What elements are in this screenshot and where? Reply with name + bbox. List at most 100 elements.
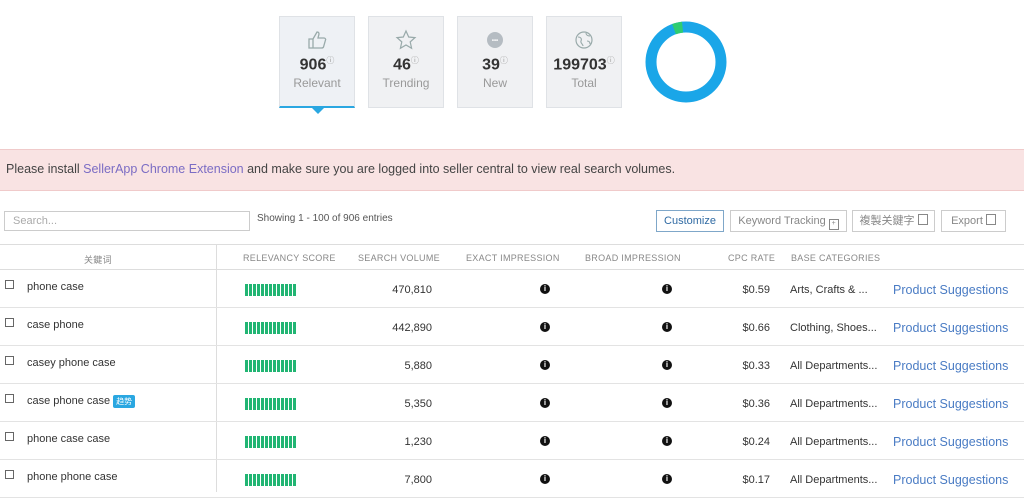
row-checkbox[interactable] xyxy=(5,318,14,327)
relevancy-score-bar xyxy=(245,360,297,372)
relevancy-bar-segment xyxy=(269,436,272,448)
table-row: phone phone case 7,800 i i $0.17 All Dep… xyxy=(0,460,1024,498)
base-category-value: All Departments... xyxy=(790,398,878,410)
row-checkbox[interactable] xyxy=(5,356,14,365)
row-checkbox[interactable] xyxy=(5,394,14,403)
relevancy-bar-segment xyxy=(245,474,248,486)
relevancy-bar-segment xyxy=(293,398,296,410)
broad-impression-info-icon[interactable]: i xyxy=(662,322,672,332)
cpc-rate-value: $0.24 xyxy=(742,436,770,448)
relevancy-bar-segment xyxy=(281,322,284,334)
exact-impression-info-icon[interactable]: i xyxy=(540,322,550,332)
thumbs-up-icon xyxy=(280,29,354,51)
exact-impression-info-icon[interactable]: i xyxy=(540,398,550,408)
table-row: casey phone case 5,880 i i $0.33 All Dep… xyxy=(0,346,1024,384)
relevancy-bar-segment xyxy=(285,360,288,372)
base-category-value: All Departments... xyxy=(790,474,878,486)
row-checkbox[interactable] xyxy=(5,280,14,289)
star-icon xyxy=(369,29,443,51)
cpc-rate-value: $0.17 xyxy=(742,474,770,486)
relevancy-bar-segment xyxy=(245,322,248,334)
keyword-label: casey phone case xyxy=(27,357,116,369)
exact-impression-info-icon[interactable]: i xyxy=(540,284,550,294)
stat-card-total[interactable]: 199703ⓘ Total xyxy=(546,16,622,108)
file-icon xyxy=(985,214,996,225)
export-button[interactable]: Export xyxy=(941,210,1006,232)
col-relevancy[interactable]: RELEVANCY SCORE xyxy=(243,253,336,263)
relevancy-bar-segment xyxy=(261,436,264,448)
product-suggestions-link[interactable]: Product Suggestions xyxy=(893,359,1009,373)
relevancy-bar-segment xyxy=(269,474,272,486)
relevancy-bar-segment xyxy=(265,436,268,448)
donut-accent-segment xyxy=(672,21,684,35)
exact-impression-info-icon[interactable]: i xyxy=(540,360,550,370)
col-broad-impression[interactable]: BROAD IMPRESSION xyxy=(585,253,681,263)
relevancy-bar-segment xyxy=(269,284,272,296)
col-search-volume[interactable]: SEARCH VOLUME xyxy=(358,253,440,263)
keyword-text: phone phone case xyxy=(27,471,118,483)
table-row: phone case 470,810 i i $0.59 Arts, Craft… xyxy=(0,270,1024,308)
stat-card-trending[interactable]: 46ⓘ Trending xyxy=(368,16,444,108)
relevancy-bar-segment xyxy=(289,360,292,372)
relevancy-bar-segment xyxy=(249,398,252,410)
exact-impression-info-icon[interactable]: i xyxy=(540,436,550,446)
relevancy-bar-segment xyxy=(277,436,280,448)
col-exact-impression[interactable]: EXACT IMPRESSION xyxy=(466,253,560,263)
keyword-label: phone case xyxy=(27,281,84,293)
product-suggestions-link[interactable]: Product Suggestions xyxy=(893,283,1009,297)
broad-impression-info-icon[interactable]: i xyxy=(662,360,672,370)
relevancy-bar-segment xyxy=(265,322,268,334)
relevancy-score-bar xyxy=(245,322,297,334)
relevancy-bar-segment xyxy=(289,322,292,334)
stat-label: Trending xyxy=(382,76,430,91)
relevancy-score-bar xyxy=(245,284,297,296)
base-category-value: All Departments... xyxy=(790,360,878,372)
broad-impression-info-icon[interactable]: i xyxy=(662,436,672,446)
relevancy-bar-segment xyxy=(249,474,252,486)
col-base-categories[interactable]: BASE CATEGORIES xyxy=(791,253,881,263)
row-checkbox[interactable] xyxy=(5,470,14,479)
exact-impression-info-icon[interactable]: i xyxy=(540,474,550,484)
relevancy-bar-segment xyxy=(261,360,264,372)
globe-icon xyxy=(547,29,621,51)
relevancy-bar-segment xyxy=(293,436,296,448)
copy-keywords-button[interactable]: 複製关鍵字 xyxy=(852,210,935,232)
relevancy-bar-segment xyxy=(261,474,264,486)
relevancy-bar-segment xyxy=(265,474,268,486)
relevancy-bar-segment xyxy=(269,398,272,410)
relevancy-bar-segment xyxy=(253,284,256,296)
customize-button[interactable]: Customize xyxy=(656,210,724,232)
stat-value: 906ⓘ xyxy=(299,56,335,74)
keyword-donut-chart xyxy=(645,21,727,103)
broad-impression-info-icon[interactable]: i xyxy=(662,474,672,484)
stat-card-relevant[interactable]: 906ⓘ Relevant xyxy=(279,16,355,108)
entries-info: Showing 1 - 100 of 906 entries xyxy=(257,213,393,224)
broad-impression-info-icon[interactable]: i xyxy=(662,284,672,294)
product-suggestions-link[interactable]: Product Suggestions xyxy=(893,397,1009,411)
relevancy-bar-segment xyxy=(281,474,284,486)
relevancy-bar-segment xyxy=(257,436,260,448)
copy-icon xyxy=(917,214,928,225)
base-category-value: All Departments... xyxy=(790,436,878,448)
plus-box-icon: + xyxy=(828,219,839,230)
search-volume-value: 442,890 xyxy=(392,322,432,334)
search-volume-value: 1,230 xyxy=(404,436,432,448)
keyword-text: phone case xyxy=(27,281,84,293)
broad-impression-info-icon[interactable]: i xyxy=(662,398,672,408)
relevancy-bar-segment xyxy=(293,322,296,334)
product-suggestions-link[interactable]: Product Suggestions xyxy=(893,435,1009,449)
copy-keywords-label: 複製关鍵字 xyxy=(859,215,915,227)
row-checkbox[interactable] xyxy=(5,432,14,441)
chrome-extension-link[interactable]: SellerApp Chrome Extension xyxy=(83,162,244,176)
col-keyword[interactable]: 关鍵词 xyxy=(84,255,112,265)
relevancy-bar-segment xyxy=(289,398,292,410)
product-suggestions-link[interactable]: Product Suggestions xyxy=(893,321,1009,335)
relevancy-bar-segment xyxy=(277,360,280,372)
search-input[interactable] xyxy=(4,211,250,231)
keyword-label: case phone xyxy=(27,319,84,331)
stat-card-new[interactable]: ••• 39ⓘ New xyxy=(457,16,533,108)
col-cpc-rate[interactable]: CPC RATE xyxy=(728,253,776,263)
relevancy-bar-segment xyxy=(273,398,276,410)
product-suggestions-link[interactable]: Product Suggestions xyxy=(893,473,1009,487)
keyword-tracking-button[interactable]: Keyword Tracking + xyxy=(730,210,847,232)
